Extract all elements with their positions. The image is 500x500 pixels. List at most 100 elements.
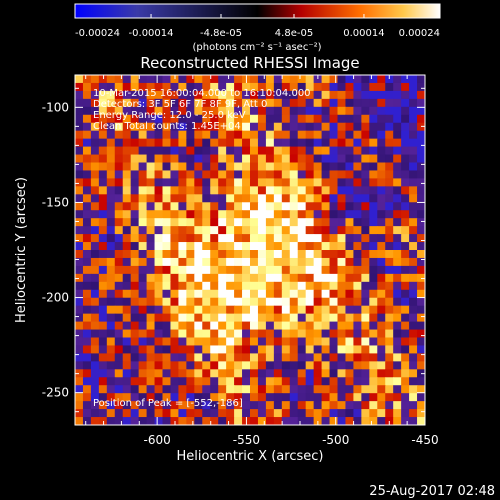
image-pixel bbox=[178, 130, 187, 140]
image-pixel bbox=[122, 361, 132, 370]
image-pixel bbox=[122, 353, 132, 362]
image-pixel bbox=[218, 146, 227, 156]
image-pixel bbox=[289, 170, 299, 180]
image-pixel bbox=[401, 90, 410, 100]
image-pixel bbox=[297, 210, 307, 219]
image-pixel bbox=[130, 250, 140, 259]
image-pixel bbox=[82, 234, 92, 243]
image-pixel bbox=[90, 106, 100, 116]
image-pixel bbox=[170, 250, 180, 259]
image-pixel bbox=[401, 345, 410, 355]
image-pixel bbox=[417, 226, 425, 235]
image-pixel bbox=[369, 234, 378, 243]
image-pixel bbox=[130, 297, 140, 307]
image-pixel bbox=[417, 345, 425, 355]
image-pixel bbox=[297, 75, 307, 84]
image-pixel bbox=[321, 417, 331, 425]
image-pixel bbox=[106, 122, 116, 132]
image-pixel bbox=[305, 98, 315, 108]
image-pixel bbox=[82, 281, 92, 291]
image-pixel bbox=[178, 361, 187, 370]
image-pixel bbox=[146, 106, 156, 116]
image-pixel bbox=[75, 385, 84, 394]
image-pixel bbox=[226, 385, 235, 394]
image-pixel bbox=[281, 281, 291, 291]
image-pixel bbox=[114, 313, 124, 323]
image-pixel bbox=[186, 138, 195, 148]
image-pixel bbox=[146, 289, 156, 299]
image-pixel bbox=[75, 210, 84, 219]
image-pixel bbox=[385, 170, 394, 180]
image-pixel bbox=[242, 297, 251, 307]
image-pixel bbox=[321, 305, 331, 315]
image-pixel bbox=[361, 98, 370, 108]
image-pixel bbox=[250, 226, 259, 235]
image-pixel bbox=[297, 337, 307, 347]
image-pixel bbox=[186, 210, 195, 219]
image-pixel bbox=[226, 329, 235, 339]
image-pixel bbox=[377, 305, 386, 315]
image-pixel bbox=[218, 297, 227, 307]
image-pixel bbox=[337, 409, 347, 418]
image-pixel bbox=[313, 202, 323, 211]
image-pixel bbox=[210, 106, 219, 116]
image-pixel bbox=[353, 409, 362, 418]
image-pixel bbox=[345, 75, 355, 84]
image-pixel bbox=[122, 75, 132, 84]
image-pixel bbox=[138, 289, 148, 299]
image-pixel bbox=[385, 138, 394, 148]
image-pixel bbox=[297, 297, 307, 307]
image-pixel bbox=[409, 210, 418, 219]
image-pixel bbox=[417, 130, 425, 140]
image-pixel bbox=[321, 281, 331, 291]
image-pixel bbox=[218, 361, 227, 370]
image-pixel bbox=[234, 321, 243, 331]
image-pixel bbox=[194, 114, 203, 124]
image-pixel bbox=[393, 393, 402, 402]
image-pixel bbox=[106, 297, 116, 307]
image-pixel bbox=[321, 369, 331, 378]
image-pixel bbox=[162, 273, 172, 283]
image-pixel bbox=[250, 202, 259, 211]
image-pixel bbox=[114, 401, 124, 410]
image-pixel bbox=[154, 345, 164, 355]
image-pixel bbox=[75, 409, 84, 418]
image-pixel bbox=[265, 138, 275, 148]
image-pixel bbox=[122, 369, 132, 378]
image-pixel bbox=[210, 385, 219, 394]
image-pixel bbox=[385, 122, 394, 132]
image-pixel bbox=[218, 385, 227, 394]
image-pixel bbox=[98, 146, 108, 156]
image-pixel bbox=[82, 122, 92, 132]
image-pixel bbox=[154, 218, 164, 227]
image-pixel bbox=[265, 281, 275, 291]
image-pixel bbox=[106, 114, 116, 124]
image-pixel bbox=[178, 234, 187, 243]
image-pixel bbox=[377, 289, 386, 299]
image-pixel bbox=[409, 90, 418, 100]
image-pixel bbox=[281, 265, 291, 275]
image-pixel bbox=[202, 353, 211, 362]
image-pixel bbox=[146, 130, 156, 140]
image-pixel bbox=[345, 114, 355, 124]
image-pixel bbox=[162, 202, 172, 211]
image-pixel bbox=[226, 106, 235, 116]
image-pixel bbox=[162, 345, 172, 355]
image-pixel bbox=[353, 82, 362, 92]
image-pixel bbox=[82, 250, 92, 259]
image-pixel bbox=[114, 75, 124, 84]
image-pixel bbox=[345, 377, 355, 386]
image-pixel bbox=[82, 369, 92, 378]
image-pixel bbox=[265, 186, 275, 195]
image-pixel bbox=[75, 321, 84, 331]
image-pixel bbox=[369, 82, 378, 92]
image-pixel bbox=[250, 75, 259, 84]
image-pixel bbox=[75, 401, 84, 410]
image-pixel bbox=[337, 162, 347, 172]
image-pixel bbox=[242, 130, 251, 140]
image-pixel bbox=[154, 369, 164, 378]
image-pixel bbox=[82, 401, 92, 410]
image-pixel bbox=[313, 242, 323, 251]
image-pixel bbox=[202, 202, 211, 211]
image-pixel bbox=[329, 321, 339, 331]
